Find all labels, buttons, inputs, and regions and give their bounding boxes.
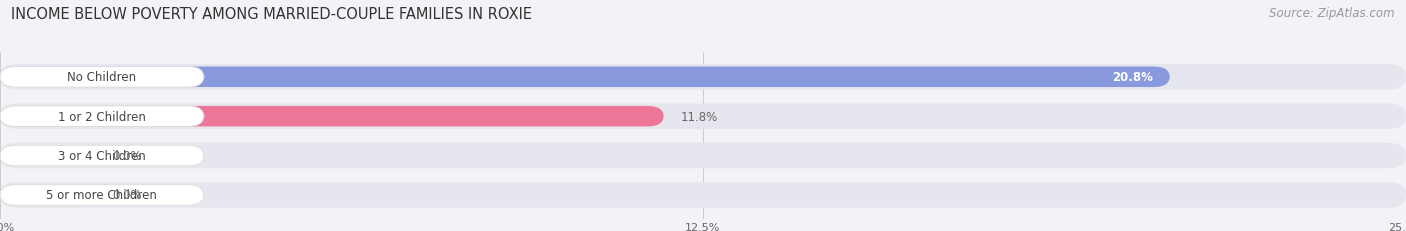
FancyBboxPatch shape [0,146,96,166]
FancyBboxPatch shape [0,67,1170,88]
FancyBboxPatch shape [0,182,1406,208]
Text: 0.0%: 0.0% [112,149,142,162]
FancyBboxPatch shape [0,65,1406,90]
FancyBboxPatch shape [0,185,96,205]
FancyBboxPatch shape [0,143,1406,169]
FancyBboxPatch shape [0,106,664,127]
Text: Source: ZipAtlas.com: Source: ZipAtlas.com [1270,7,1395,20]
Text: 3 or 4 Children: 3 or 4 Children [58,149,146,162]
Text: 5 or more Children: 5 or more Children [46,189,157,202]
Text: INCOME BELOW POVERTY AMONG MARRIED-COUPLE FAMILIES IN ROXIE: INCOME BELOW POVERTY AMONG MARRIED-COUPL… [11,7,533,22]
Text: 20.8%: 20.8% [1112,71,1153,84]
Text: 11.8%: 11.8% [681,110,717,123]
FancyBboxPatch shape [0,67,204,88]
Text: No Children: No Children [67,71,136,84]
FancyBboxPatch shape [0,104,1406,129]
FancyBboxPatch shape [0,146,204,166]
Text: 1 or 2 Children: 1 or 2 Children [58,110,146,123]
FancyBboxPatch shape [0,185,204,205]
Text: 0.0%: 0.0% [112,189,142,202]
FancyBboxPatch shape [0,106,204,127]
